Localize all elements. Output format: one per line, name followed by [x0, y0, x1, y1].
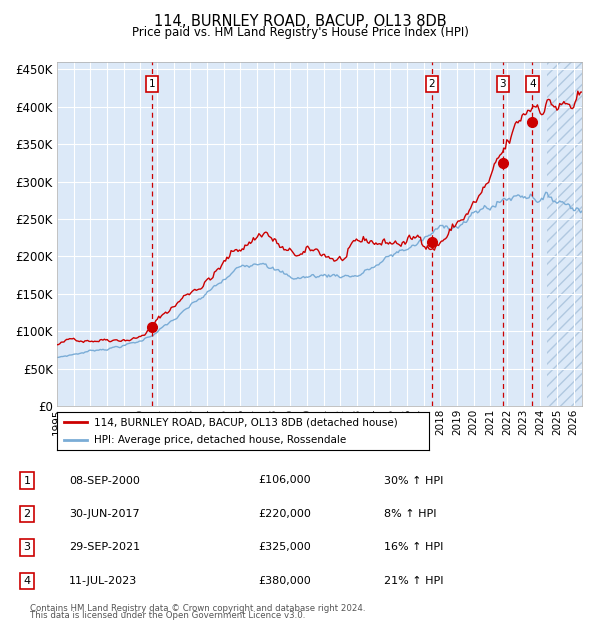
- Text: 2: 2: [23, 509, 31, 519]
- Text: 3: 3: [500, 79, 506, 89]
- Text: 11-JUL-2023: 11-JUL-2023: [69, 576, 137, 586]
- Text: 1: 1: [149, 79, 155, 89]
- Text: £325,000: £325,000: [258, 542, 311, 552]
- Text: 16% ↑ HPI: 16% ↑ HPI: [384, 542, 443, 552]
- Text: 29-SEP-2021: 29-SEP-2021: [69, 542, 140, 552]
- Text: 21% ↑ HPI: 21% ↑ HPI: [384, 576, 443, 586]
- Text: 2: 2: [428, 79, 436, 89]
- Text: 1: 1: [23, 476, 31, 485]
- Text: 3: 3: [23, 542, 31, 552]
- Text: This data is licensed under the Open Government Licence v3.0.: This data is licensed under the Open Gov…: [30, 611, 305, 620]
- Text: 114, BURNLEY ROAD, BACUP, OL13 8DB: 114, BURNLEY ROAD, BACUP, OL13 8DB: [154, 14, 446, 29]
- Text: 8% ↑ HPI: 8% ↑ HPI: [384, 509, 437, 519]
- Text: £380,000: £380,000: [258, 576, 311, 586]
- Text: 08-SEP-2000: 08-SEP-2000: [69, 476, 140, 485]
- Text: £220,000: £220,000: [258, 509, 311, 519]
- Text: 114, BURNLEY ROAD, BACUP, OL13 8DB (detached house): 114, BURNLEY ROAD, BACUP, OL13 8DB (deta…: [94, 417, 398, 427]
- Text: 30% ↑ HPI: 30% ↑ HPI: [384, 476, 443, 485]
- Bar: [547, 62, 590, 406]
- Text: £106,000: £106,000: [258, 476, 311, 485]
- Text: 30-JUN-2017: 30-JUN-2017: [69, 509, 140, 519]
- Text: Contains HM Land Registry data © Crown copyright and database right 2024.: Contains HM Land Registry data © Crown c…: [30, 603, 365, 613]
- Text: HPI: Average price, detached house, Rossendale: HPI: Average price, detached house, Ross…: [94, 435, 346, 445]
- Text: 4: 4: [23, 576, 31, 586]
- Text: Price paid vs. HM Land Registry's House Price Index (HPI): Price paid vs. HM Land Registry's House …: [131, 26, 469, 39]
- Text: 4: 4: [529, 79, 536, 89]
